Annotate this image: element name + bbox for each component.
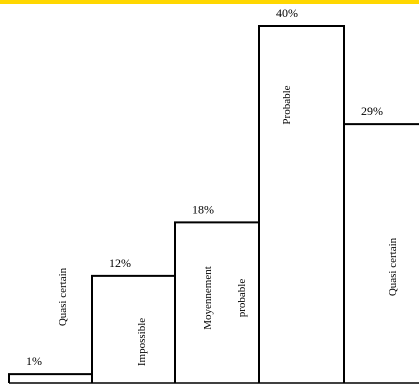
- value-label-3: 18%: [192, 202, 214, 216]
- top-accent-line: [0, 0, 419, 4]
- bar-4: [258, 25, 345, 383]
- category-label-4: Probable: [281, 85, 293, 124]
- category-label-5: Quasi certain: [387, 237, 399, 296]
- value-label-2: 12%: [109, 256, 131, 270]
- value-label-5: 29%: [361, 104, 383, 118]
- value-label-4: 40%: [276, 6, 298, 20]
- bar-5: [343, 123, 419, 383]
- category-label-3-line-2: probable: [236, 279, 248, 318]
- category-label-2: Impossible: [136, 318, 148, 366]
- category-label-3-line-1: Moyennement: [202, 266, 214, 330]
- category-label-1: Quasi certain: [57, 267, 69, 326]
- value-label-1: 1%: [26, 354, 42, 368]
- bar-2: [91, 274, 176, 383]
- bar-1: [8, 373, 93, 383]
